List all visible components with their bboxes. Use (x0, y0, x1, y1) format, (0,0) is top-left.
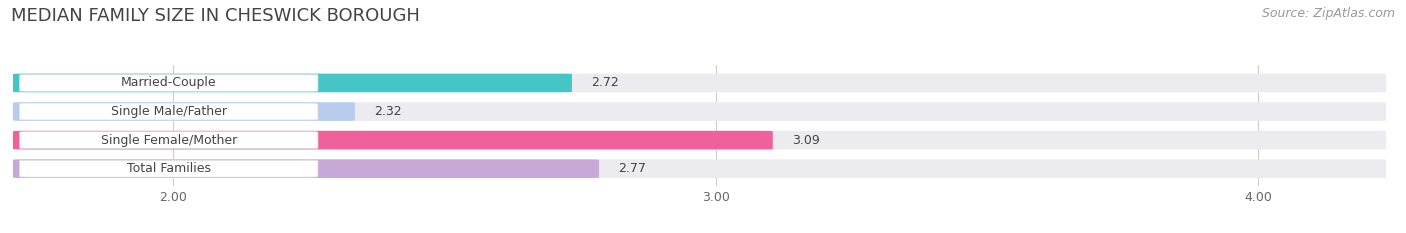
FancyBboxPatch shape (13, 74, 1386, 92)
Text: 2.32: 2.32 (374, 105, 402, 118)
Text: MEDIAN FAMILY SIZE IN CHESWICK BOROUGH: MEDIAN FAMILY SIZE IN CHESWICK BOROUGH (11, 7, 420, 25)
FancyBboxPatch shape (13, 74, 572, 92)
Text: Total Families: Total Families (127, 162, 211, 175)
FancyBboxPatch shape (13, 102, 1386, 121)
FancyBboxPatch shape (13, 131, 773, 149)
FancyBboxPatch shape (20, 160, 318, 177)
Text: Single Male/Father: Single Male/Father (111, 105, 226, 118)
Text: 2.77: 2.77 (619, 162, 645, 175)
Text: Single Female/Mother: Single Female/Mother (101, 134, 236, 147)
FancyBboxPatch shape (20, 103, 318, 120)
FancyBboxPatch shape (13, 159, 599, 178)
Text: Married-Couple: Married-Couple (121, 76, 217, 89)
FancyBboxPatch shape (20, 75, 318, 91)
FancyBboxPatch shape (13, 131, 1386, 149)
FancyBboxPatch shape (13, 102, 354, 121)
Text: 2.72: 2.72 (591, 76, 619, 89)
Text: 3.09: 3.09 (792, 134, 820, 147)
FancyBboxPatch shape (20, 132, 318, 149)
FancyBboxPatch shape (13, 159, 1386, 178)
Text: Source: ZipAtlas.com: Source: ZipAtlas.com (1261, 7, 1395, 20)
